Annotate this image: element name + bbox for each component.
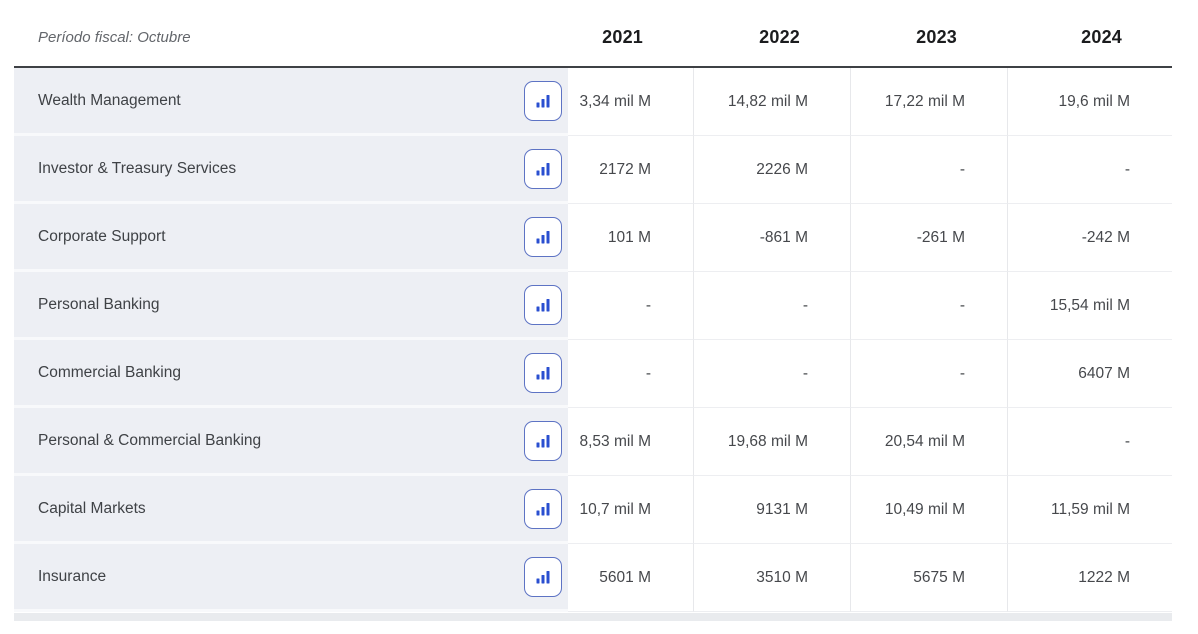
table-row: Investor & Treasury Services 2172 M 2226… — [14, 136, 1172, 204]
year-header-2022: 2022 — [759, 26, 800, 47]
segments-table: Período fiscal: Octubre 2021 2022 2023 2… — [14, 8, 1172, 621]
open-chart-button[interactable] — [524, 148, 562, 189]
value-cell: 2172 M — [568, 136, 693, 204]
open-chart-button[interactable] — [524, 216, 562, 257]
segment-label-cell: Personal & Commercial Banking — [14, 408, 568, 476]
open-chart-button[interactable] — [524, 80, 562, 121]
table-row: Wealth Management 3,34 mil M 14,82 mil M… — [14, 68, 1172, 136]
segment-label: Investor & Treasury Services — [38, 159, 237, 177]
segment-label-cell: Personal Banking — [14, 272, 568, 340]
segment-label-cell: Insurance — [14, 544, 568, 612]
bar-chart-icon — [535, 433, 551, 449]
segment-label: Commercial Banking — [38, 363, 181, 381]
value-cell: - — [1007, 136, 1172, 204]
bar-chart-icon — [535, 93, 551, 109]
value-cell: -861 M — [693, 204, 850, 272]
bar-chart-icon — [535, 365, 551, 381]
open-chart-button[interactable] — [524, 488, 562, 529]
value-cell: - — [568, 340, 693, 408]
year-header-2024: 2024 — [1081, 26, 1122, 47]
open-chart-button[interactable] — [524, 284, 562, 325]
value-cell: 19,68 mil M — [693, 408, 850, 476]
value-cell: - — [1007, 408, 1172, 476]
table-row: Personal Banking - - - 15,54 mil M — [14, 272, 1172, 340]
value-cell: 8,53 mil M — [568, 408, 693, 476]
segment-label: Personal Banking — [38, 295, 160, 313]
segment-label: Personal & Commercial Banking — [38, 431, 262, 449]
table-row: Commercial Banking - - - 6407 M — [14, 340, 1172, 408]
open-chart-button[interactable] — [524, 556, 562, 597]
value-cell: 10,49 mil M — [850, 476, 1007, 544]
fiscal-period-label: Período fiscal: Octubre — [38, 28, 191, 46]
bar-chart-icon — [535, 501, 551, 517]
value-cell: - — [850, 340, 1007, 408]
value-cell: - — [693, 272, 850, 340]
year-header-2023: 2023 — [916, 26, 957, 47]
value-cell: - — [693, 340, 850, 408]
value-cell: - — [568, 272, 693, 340]
value-cell: - — [850, 136, 1007, 204]
value-cell: 10,7 mil M — [568, 476, 693, 544]
value-cell: -261 M — [850, 204, 1007, 272]
table-row: Insurance 5601 M 3510 M 5675 M 1222 M — [14, 544, 1172, 612]
segment-label-cell: Wealth Management — [14, 68, 568, 136]
value-cell: 9131 M — [693, 476, 850, 544]
segment-label-cell: Capital Markets — [14, 476, 568, 544]
value-cell: 5601 M — [568, 544, 693, 612]
value-cell: 1222 M — [1007, 544, 1172, 612]
value-cell: -242 M — [1007, 204, 1172, 272]
bar-chart-icon — [535, 297, 551, 313]
value-cell: - — [850, 272, 1007, 340]
table-header: Período fiscal: Octubre 2021 2022 2023 2… — [14, 8, 1172, 68]
value-cell: 3510 M — [693, 544, 850, 612]
segment-label: Corporate Support — [38, 227, 166, 245]
segment-label: Wealth Management — [38, 91, 181, 109]
segment-label: Capital Markets — [38, 499, 146, 517]
table-row: Corporate Support 101 M -861 M -261 M -2… — [14, 204, 1172, 272]
value-cell: 20,54 mil M — [850, 408, 1007, 476]
value-cell: 5675 M — [850, 544, 1007, 612]
year-header-2021: 2021 — [602, 26, 643, 47]
value-cell: 6407 M — [1007, 340, 1172, 408]
table-row: Capital Markets 10,7 mil M 9131 M 10,49 … — [14, 476, 1172, 544]
open-chart-button[interactable] — [524, 420, 562, 461]
value-cell: 11,59 mil M — [1007, 476, 1172, 544]
segment-label-cell: Investor & Treasury Services — [14, 136, 568, 204]
value-cell: 2226 M — [693, 136, 850, 204]
table-row: Personal & Commercial Banking 8,53 mil M… — [14, 408, 1172, 476]
value-cell: 15,54 mil M — [1007, 272, 1172, 340]
value-cell: 19,6 mil M — [1007, 68, 1172, 136]
open-chart-button[interactable] — [524, 352, 562, 393]
bar-chart-icon — [535, 229, 551, 245]
segment-label: Insurance — [38, 567, 107, 585]
bar-chart-icon — [535, 569, 551, 585]
bar-chart-icon — [535, 161, 551, 177]
value-cell: 101 M — [568, 204, 693, 272]
value-cell: 3,34 mil M — [568, 68, 693, 136]
segment-label-cell: Corporate Support — [14, 204, 568, 272]
table-bottom-border — [14, 613, 1172, 621]
value-cell: 14,82 mil M — [693, 68, 850, 136]
value-cell: 17,22 mil M — [850, 68, 1007, 136]
segment-label-cell: Commercial Banking — [14, 340, 568, 408]
